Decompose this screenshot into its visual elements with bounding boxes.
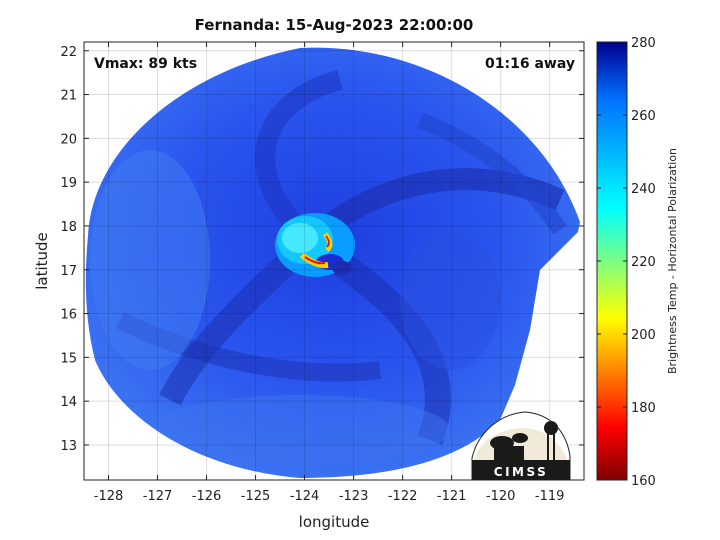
x-tick-label: -119 — [535, 489, 565, 504]
vmax-annotation: Vmax: 89 kts — [94, 56, 197, 72]
y-tick-label: 20 — [60, 132, 77, 147]
y-tick-label: 19 — [60, 176, 77, 191]
x-tick-label: -128 — [94, 489, 124, 504]
y-axis-ticks: 13 14 15 16 17 18 19 20 21 22 — [60, 45, 584, 454]
colorbar-tick-label: 280 — [631, 36, 656, 51]
y-tick-label: 22 — [60, 45, 77, 60]
y-tick-label: 15 — [60, 351, 77, 366]
y-axis-label: latitude — [33, 232, 51, 290]
y-tick-label: 16 — [60, 308, 77, 323]
colorbar-tick-label: 240 — [631, 182, 656, 197]
chart-title: Fernanda: 15-Aug-2023 22:00:00 — [195, 16, 474, 34]
colorbar-tick-label: 220 — [631, 255, 656, 270]
logo-banner — [472, 460, 570, 480]
time-offset-annotation: 01:16 away — [485, 56, 575, 72]
colorbar — [596, 41, 628, 481]
colorbar-tick-label: 160 — [631, 474, 656, 489]
grid — [84, 42, 584, 480]
x-tick-label: -120 — [486, 489, 516, 504]
colorbar-tick-label: 260 — [631, 109, 656, 124]
y-tick-label: 21 — [60, 89, 77, 104]
logo-text: CIMSS — [494, 465, 548, 479]
x-tick-label: -125 — [241, 489, 271, 504]
colorbar-tick-label: 180 — [631, 401, 656, 416]
x-tick-label: -124 — [290, 489, 320, 504]
colorbar-tick-label: 200 — [631, 328, 656, 343]
logo-water-tower-icon — [544, 421, 558, 435]
y-tick-label: 18 — [60, 220, 77, 235]
x-tick-label: -127 — [143, 489, 173, 504]
swath-image — [85, 47, 580, 478]
x-tick-label: -123 — [339, 489, 369, 504]
colorbar-ticks: 160 180 200 220 240 260 280 — [597, 36, 656, 489]
y-tick-label: 13 — [60, 439, 77, 454]
y-tick-label: 17 — [60, 264, 77, 279]
x-tick-label: -121 — [437, 489, 467, 504]
x-axis-ticks: -128 -127 -126 -125 -124 -123 -122 -121 -120 -119 — [94, 42, 565, 504]
y-tick-label: 14 — [60, 395, 77, 410]
plot-frame — [83, 41, 585, 481]
x-tick-label: -122 — [388, 489, 418, 504]
x-tick-label: -126 — [192, 489, 222, 504]
colorbar-label: Brightness Temp - Horizontal Polarizatio… — [666, 148, 679, 374]
x-axis-label: longitude — [299, 513, 370, 531]
cimss-logo: CIMSS — [471, 411, 571, 481]
